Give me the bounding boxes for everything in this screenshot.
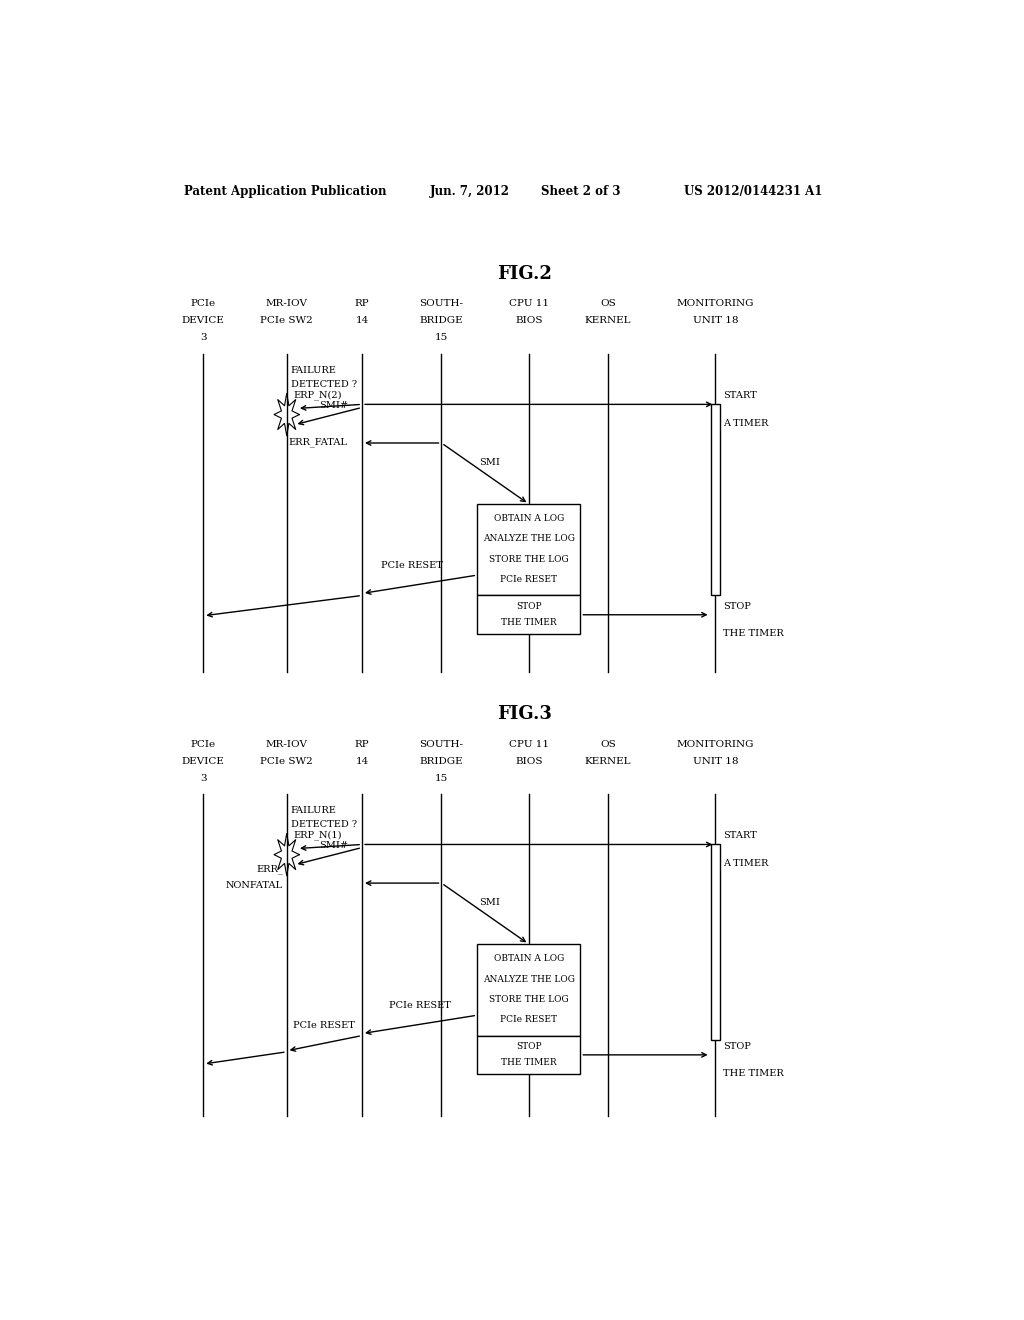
Text: A TIMER: A TIMER (723, 418, 769, 428)
Text: OBTAIN A LOG: OBTAIN A LOG (494, 515, 564, 523)
Text: SOUTH-: SOUTH- (420, 739, 464, 748)
Text: OS: OS (600, 298, 616, 308)
Text: US 2012/0144231 A1: US 2012/0144231 A1 (684, 185, 822, 198)
Text: FIG.2: FIG.2 (498, 265, 552, 282)
Text: KERNEL: KERNEL (585, 758, 632, 766)
Text: FAILURE: FAILURE (291, 366, 337, 375)
Text: ERP_N(2): ERP_N(2) (294, 391, 342, 400)
Text: PCIe RESET: PCIe RESET (501, 576, 557, 585)
Text: ERR_FATAL: ERR_FATAL (289, 437, 347, 446)
Text: BRIDGE: BRIDGE (420, 315, 463, 325)
Text: STOP: STOP (723, 602, 751, 611)
Text: SMI#: SMI# (319, 841, 348, 850)
Bar (477, 595, 581, 634)
Text: THE TIMER: THE TIMER (501, 1057, 557, 1067)
Text: DETECTED ?: DETECTED ? (291, 820, 356, 829)
Text: KERNEL: KERNEL (585, 315, 632, 325)
Text: FAILURE: FAILURE (291, 805, 337, 814)
Bar (477, 944, 581, 1036)
Text: 3: 3 (200, 775, 207, 783)
Text: 3: 3 (200, 333, 207, 342)
Text: 15: 15 (435, 333, 449, 342)
Text: ERP_N(1): ERP_N(1) (294, 830, 342, 841)
Text: Patent Application Publication: Patent Application Publication (183, 185, 386, 198)
Text: STORE THE LOG: STORE THE LOG (488, 995, 568, 1005)
Text: OBTAIN A LOG: OBTAIN A LOG (494, 954, 564, 964)
Text: STOP: STOP (516, 1041, 542, 1051)
Text: MONITORING: MONITORING (677, 739, 754, 748)
Text: Jun. 7, 2012: Jun. 7, 2012 (430, 185, 510, 198)
Text: UNIT 18: UNIT 18 (692, 315, 738, 325)
Text: BIOS: BIOS (515, 758, 543, 766)
Text: MONITORING: MONITORING (677, 298, 754, 308)
Text: SMI#: SMI# (319, 401, 348, 411)
Text: SMI: SMI (478, 899, 500, 907)
Text: DEVICE: DEVICE (182, 315, 225, 325)
Text: STOP: STOP (516, 602, 542, 611)
Text: 15: 15 (435, 775, 449, 783)
Text: CPU 11: CPU 11 (509, 298, 549, 308)
Text: Sheet 2 of 3: Sheet 2 of 3 (541, 185, 621, 198)
Text: PCIe: PCIe (190, 298, 216, 308)
Text: MR-IOV: MR-IOV (265, 739, 308, 748)
Text: START: START (723, 832, 757, 841)
Text: BRIDGE: BRIDGE (420, 758, 463, 766)
Text: NONFATAL: NONFATAL (225, 880, 283, 890)
Text: ANALYZE THE LOG: ANALYZE THE LOG (482, 535, 574, 544)
Text: DETECTED ?: DETECTED ? (291, 380, 356, 389)
Text: PCIe SW2: PCIe SW2 (260, 758, 313, 766)
Text: PCIe SW2: PCIe SW2 (260, 315, 313, 325)
Text: PCIe: PCIe (190, 739, 216, 748)
Text: STORE THE LOG: STORE THE LOG (488, 554, 568, 564)
Text: ERR_: ERR_ (256, 865, 283, 874)
Text: THE TIMER: THE TIMER (723, 1069, 784, 1078)
Text: ANALYZE THE LOG: ANALYZE THE LOG (482, 974, 574, 983)
Text: RP: RP (354, 298, 370, 308)
Text: PCIe RESET: PCIe RESET (501, 1015, 557, 1024)
Text: 14: 14 (355, 758, 369, 766)
Text: A TIMER: A TIMER (723, 859, 769, 867)
Bar (477, 504, 581, 595)
Text: CPU 11: CPU 11 (509, 739, 549, 748)
Text: BIOS: BIOS (515, 315, 543, 325)
Text: STOP: STOP (723, 1041, 751, 1051)
Text: THE TIMER: THE TIMER (723, 630, 784, 638)
Text: PCIe RESET: PCIe RESET (294, 1022, 355, 1031)
Text: SOUTH-: SOUTH- (420, 298, 464, 308)
Text: PCIe RESET: PCIe RESET (389, 1001, 451, 1010)
Bar (711, 404, 720, 595)
Bar (711, 845, 720, 1040)
Text: FIG.3: FIG.3 (498, 705, 552, 723)
Text: START: START (723, 391, 757, 400)
Text: UNIT 18: UNIT 18 (692, 758, 738, 766)
Text: RP: RP (354, 739, 370, 748)
Text: OS: OS (600, 739, 616, 748)
Text: SMI: SMI (478, 458, 500, 467)
Bar (477, 1036, 581, 1074)
Text: DEVICE: DEVICE (182, 758, 225, 766)
Text: 14: 14 (355, 315, 369, 325)
Text: PCIe RESET: PCIe RESET (381, 561, 442, 570)
Text: MR-IOV: MR-IOV (265, 298, 308, 308)
Text: THE TIMER: THE TIMER (501, 618, 557, 627)
